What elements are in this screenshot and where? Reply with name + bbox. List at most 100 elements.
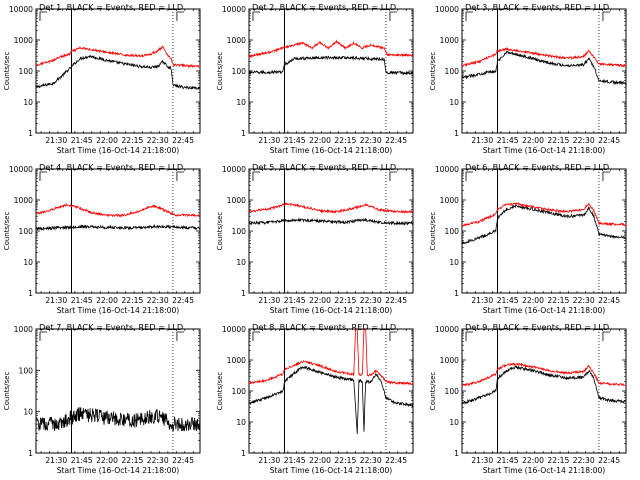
series-events-line (36, 54, 200, 90)
x-tick-label: 22:15 (334, 456, 356, 465)
plot-frame (35, 328, 201, 454)
interval-bracket (465, 11, 473, 21)
y-tick-label: 1000 (227, 356, 246, 365)
y-tick-label: 1000 (14, 325, 33, 334)
x-axis-label: Start Time (16-Oct-14 21:18:00) (483, 306, 606, 315)
y-tick-label: 1000 (440, 196, 459, 205)
y-tick-label: 10000 (9, 165, 33, 174)
chart-title: Det 5, BLACK = Events, RED = LLD (252, 162, 396, 172)
y-tick-label: 1000 (440, 356, 459, 365)
x-tick-label: 22:30 (147, 456, 169, 465)
x-tick-label: 21:30 (471, 136, 493, 145)
x-tick-label: 22:15 (334, 136, 356, 145)
x-tick-label: 22:15 (121, 296, 143, 305)
x-axis-label: Start Time (16-Oct-14 21:18:00) (483, 146, 606, 155)
y-tick-label: 10 (236, 98, 246, 107)
x-tick-label: 22:00 (522, 296, 544, 305)
y-tick-label: 1 (28, 289, 33, 298)
x-tick-label: 22:00 (96, 296, 118, 305)
x-tick-label: 22:00 (309, 296, 331, 305)
x-tick-label: 21:45 (284, 296, 306, 305)
x-tick-label: 22:15 (334, 296, 356, 305)
y-tick-label: 100 (19, 366, 34, 375)
series-events-line (249, 217, 413, 226)
y-tick-label: 10 (449, 258, 459, 267)
y-tick-label: 10000 (9, 5, 33, 14)
x-tick-label: 22:30 (573, 136, 595, 145)
chart-title: Det 9, BLACK = Events, RED = LLD (465, 322, 609, 332)
x-tick-label: 22:15 (121, 456, 143, 465)
x-tick-label: 22:15 (121, 136, 143, 145)
y-tick-label: 1 (241, 449, 246, 458)
x-tick-label: 22:45 (385, 136, 407, 145)
chart-title: Det 2, BLACK = Events, RED = LLD (252, 2, 396, 12)
x-tick-label: 21:45 (71, 136, 93, 145)
y-tick-label: 1000 (227, 196, 246, 205)
x-tick-label: 21:45 (284, 136, 306, 145)
x-tick-label: 22:30 (360, 136, 382, 145)
chart-title: Det 1, BLACK = Events, RED = LLD (39, 2, 183, 12)
y-axis-label: Counts/sec (216, 372, 224, 411)
y-axis-label: Counts/sec (3, 372, 11, 411)
interval-bracket (602, 331, 610, 341)
x-tick-label: 22:45 (172, 136, 194, 145)
x-tick-label: 22:15 (547, 136, 569, 145)
y-tick-label: 10 (23, 98, 33, 107)
x-tick-label: 22:00 (522, 136, 544, 145)
y-tick-label: 10 (449, 418, 459, 427)
x-tick-label: 22:30 (147, 136, 169, 145)
x-axis-label: Start Time (16-Oct-14 21:18:00) (270, 466, 393, 475)
series-events-line (249, 365, 413, 435)
y-tick-label: 100 (445, 387, 460, 396)
x-tick-label: 22:45 (172, 456, 194, 465)
x-tick-label: 21:45 (71, 296, 93, 305)
x-tick-label: 22:15 (547, 296, 569, 305)
y-tick-label: 1000 (14, 36, 33, 45)
y-tick-label: 10 (23, 258, 33, 267)
y-tick-label: 10 (236, 418, 246, 427)
chart-title: Det 6, BLACK = Events, RED = LLD (465, 162, 609, 172)
plot-frame (248, 328, 414, 454)
x-tick-label: 21:30 (258, 296, 280, 305)
interval-bracket (252, 331, 260, 341)
x-tick-label: 22:45 (385, 456, 407, 465)
series-lld-line (36, 202, 200, 218)
series-lld-line (462, 202, 626, 228)
y-tick-label: 10 (23, 408, 33, 417)
y-tick-label: 1 (454, 449, 459, 458)
interval-bracket (602, 11, 610, 21)
panel-det-2: Det 2, BLACK = Events, RED = LLD Counts/s… (216, 2, 414, 155)
series-events-line (36, 407, 200, 433)
y-tick-label: 1 (28, 129, 33, 138)
y-tick-label: 10000 (435, 325, 459, 334)
series-events-line (249, 55, 413, 76)
x-tick-label: 22:00 (309, 456, 331, 465)
x-axis-label: Start Time (16-Oct-14 21:18:00) (57, 146, 180, 155)
series-events-line (36, 223, 200, 231)
plot-frame (35, 168, 201, 294)
y-tick-label: 10000 (222, 165, 246, 174)
interval-bracket (465, 331, 473, 341)
series-events-line (462, 50, 626, 86)
x-axis-label: Start Time (16-Oct-14 21:18:00) (270, 306, 393, 315)
interval-bracket (176, 171, 184, 181)
x-tick-label: 21:45 (284, 456, 306, 465)
interval-bracket (602, 171, 610, 181)
x-axis-label: Start Time (16-Oct-14 21:18:00) (57, 306, 180, 315)
y-tick-label: 1000 (440, 36, 459, 45)
x-tick-label: 22:45 (598, 136, 620, 145)
x-tick-label: 21:45 (497, 296, 519, 305)
series-lld-line (249, 39, 413, 59)
series-events-line (462, 365, 626, 405)
panel-det-6: Det 6, BLACK = Events, RED = LLD Counts/s… (429, 162, 627, 315)
y-tick-label: 10 (449, 98, 459, 107)
x-tick-label: 22:45 (598, 456, 620, 465)
chart-title: Det 7, BLACK = Events, RED = LLD (39, 322, 183, 332)
interval-bracket (39, 11, 47, 21)
interval-bracket (39, 331, 47, 341)
plot-frame (35, 8, 201, 134)
series-lld-line (36, 45, 200, 69)
y-tick-label: 100 (232, 387, 247, 396)
interval-bracket (465, 171, 473, 181)
x-axis-label: Start Time (16-Oct-14 21:18:00) (270, 146, 393, 155)
